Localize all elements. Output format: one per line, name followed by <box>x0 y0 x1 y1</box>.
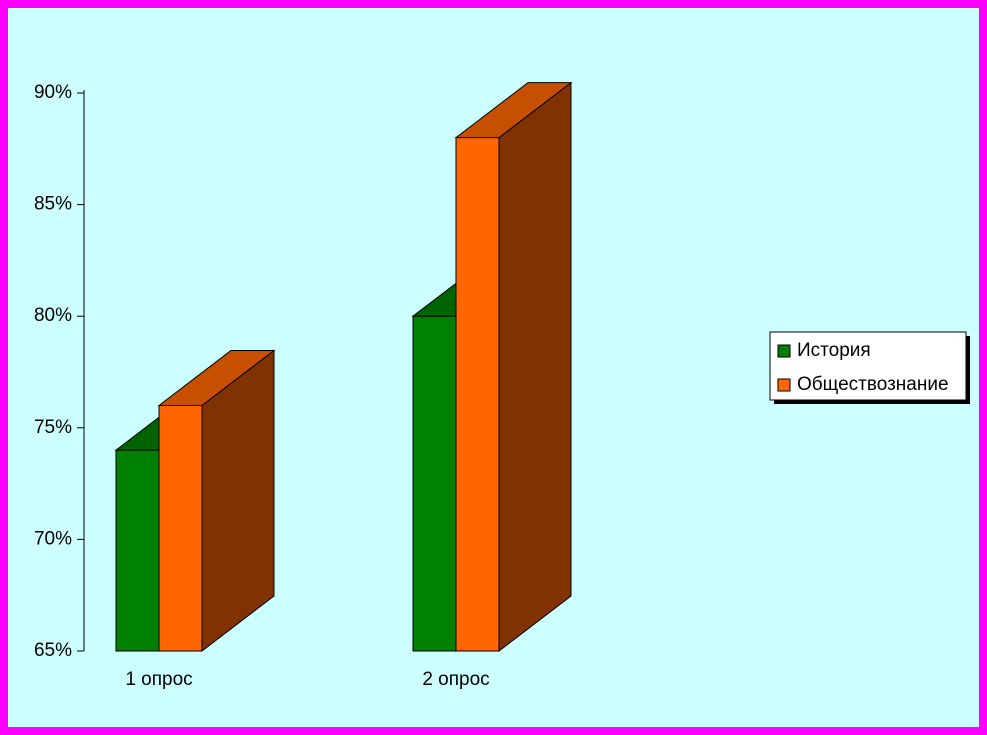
x-tick-label: 1 опрос <box>125 669 192 690</box>
y-tick-label: 80% <box>34 305 72 326</box>
y-tick-label: 75% <box>34 417 72 438</box>
legend-label: История <box>797 340 871 361</box>
legend-label: Обществознание <box>797 374 949 395</box>
x-tick-label: 2 опрос <box>422 669 489 690</box>
y-tick-label: 85% <box>34 194 72 215</box>
bar <box>115 449 160 652</box>
legend-swatch <box>777 378 791 392</box>
bar <box>455 137 500 652</box>
y-tick-label: 70% <box>34 528 72 549</box>
y-tick-label: 65% <box>34 640 72 661</box>
y-tick-label: 90% <box>34 82 72 103</box>
bar <box>412 315 457 652</box>
legend <box>769 331 967 401</box>
bar <box>158 404 203 652</box>
legend-swatch <box>777 344 791 358</box>
bar-side <box>498 81 572 653</box>
